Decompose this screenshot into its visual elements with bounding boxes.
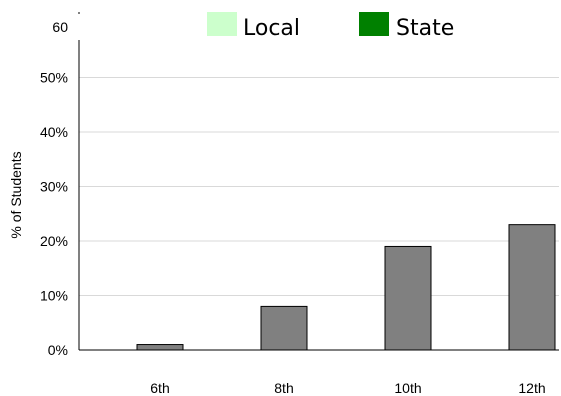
y-axis-ticks: 0% 10% 20% 30% 40% 50% 60 (40, 19, 68, 358)
y-tick-label: 40% (40, 124, 68, 140)
bar-10th (384, 245, 432, 351)
x-tick-label: 8th (274, 380, 293, 396)
bar-8th (260, 305, 308, 351)
y-tick-label: 0% (48, 342, 68, 358)
y-axis-title: % of Students (8, 151, 24, 238)
x-tick-label: 12th (518, 380, 545, 396)
legend-swatch-local (207, 12, 237, 36)
y-tick-label: 10% (40, 288, 68, 304)
x-tick-label: 6th (150, 380, 169, 396)
gridlines (79, 77, 559, 296)
x-tick-label: 10th (394, 380, 421, 396)
axes (78, 12, 559, 351)
legend-swatch-state (359, 12, 389, 36)
legend-label-state: State (396, 16, 454, 41)
x-axis-labels: 6th 8th 10th 12th (150, 380, 545, 396)
y-tick-label: 20% (40, 233, 68, 249)
bars (136, 224, 556, 351)
y-tick-label: 60 (52, 19, 68, 35)
bar-12th (508, 224, 556, 351)
y-tick-label: 30% (40, 179, 68, 195)
legend: Local State (207, 12, 454, 41)
y-tick-label: 50% (40, 70, 68, 86)
bar-6th (136, 344, 184, 351)
legend-label-local: Local (243, 16, 300, 41)
